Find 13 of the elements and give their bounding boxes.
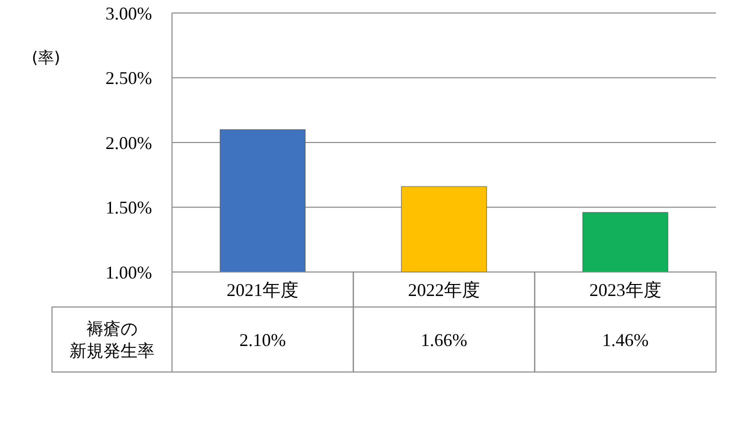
- data-label: 1.46%: [602, 330, 649, 350]
- x-tick-label: 2022年度: [408, 280, 480, 300]
- y-tick-label: 2.50%: [106, 68, 152, 88]
- data-label: 1.66%: [420, 330, 468, 350]
- x-tick-label: 2023年度: [589, 280, 662, 300]
- x-tick-label: 2021年度: [226, 280, 299, 300]
- y-tick-label: 3.00%: [106, 3, 152, 24]
- y-tick-label: 1.00%: [106, 262, 152, 282]
- data-label: 2.10%: [239, 330, 286, 350]
- text: 褥瘡の新規発生率: [70, 320, 154, 362]
- y-tick-label: 2.00%: [106, 132, 152, 153]
- y-tick-label: 1.50%: [106, 198, 152, 218]
- y-axis-title: (率): [32, 48, 60, 67]
